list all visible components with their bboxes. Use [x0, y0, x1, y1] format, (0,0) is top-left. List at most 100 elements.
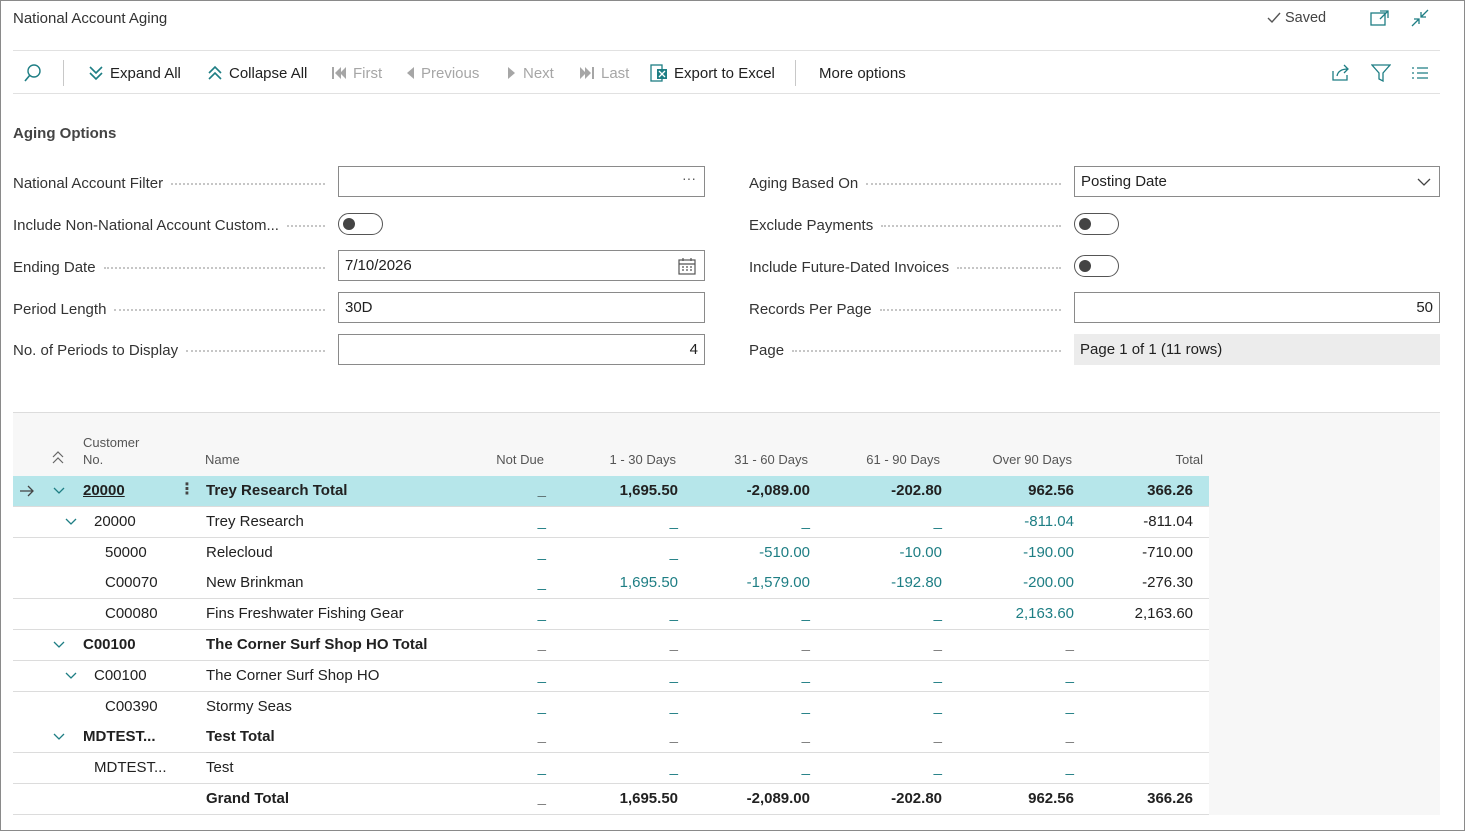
d1-cell[interactable]: _ [669, 697, 678, 715]
header-not-due[interactable]: Not Due [496, 452, 544, 467]
table-row[interactable]: Grand Total _ 1,695.50 -2,089.00 -202.80 962.… [13, 784, 1209, 815]
include-future-toggle[interactable] [1074, 255, 1119, 277]
d2-cell[interactable]: _ [801, 697, 810, 715]
name-cell: New Brinkman [206, 574, 304, 592]
d3-cell[interactable]: _ [933, 759, 942, 777]
customer-no-cell[interactable]: C00080 [105, 605, 158, 623]
d1-cell[interactable]: _ [669, 543, 678, 561]
collapse-all-rows-icon[interactable] [51, 451, 65, 465]
customer-no-cell[interactable]: MDTEST... [83, 728, 156, 746]
d4-cell[interactable]: 2,163.60 [1015, 605, 1074, 623]
d3-cell[interactable]: -192.80 [891, 574, 942, 592]
include-non-national-toggle[interactable] [338, 213, 383, 235]
d3-cell[interactable]: _ [933, 605, 942, 623]
list-view-button[interactable] [1411, 51, 1429, 95]
d4-cell[interactable]: -200.00 [1023, 574, 1074, 592]
d4-cell[interactable]: -190.00 [1023, 543, 1074, 561]
customer-no-cell[interactable]: C00100 [83, 636, 136, 653]
table-row[interactable]: 20000 Trey Research _ _ _ _ -811.04 -811.04 [13, 506, 1209, 538]
not_due-cell[interactable]: _ [537, 759, 546, 777]
not_due-cell[interactable]: _ [537, 605, 546, 623]
table-row[interactable]: C00100 The Corner Surf Shop HO Total _ _ _ _ _ [13, 630, 1209, 661]
not_due-cell[interactable]: _ [537, 512, 546, 530]
header-1-30-days[interactable]: 1 - 30 Days [609, 452, 676, 467]
expand-chevron-icon[interactable] [53, 639, 65, 651]
more-options-button[interactable]: More options [819, 51, 906, 95]
d2-cell[interactable]: _ [801, 666, 810, 684]
d1-cell: _ [669, 636, 678, 653]
d1-cell[interactable]: _ [669, 605, 678, 623]
table-row[interactable]: 50000 Relecloud _ _ -510.00 -10.00 -190.00 -710… [13, 537, 1209, 569]
customer-no-cell[interactable]: 50000 [105, 543, 147, 561]
previous-button[interactable]: Previous [405, 51, 479, 95]
d2-cell[interactable]: _ [801, 605, 810, 623]
d2-cell[interactable]: _ [801, 759, 810, 777]
d4-cell[interactable]: _ [1065, 697, 1074, 715]
table-row[interactable]: C00390 Stormy Seas _ _ _ _ _ [13, 691, 1209, 723]
aging-based-on-select[interactable]: Posting Date [1074, 166, 1440, 197]
d3-cell[interactable]: _ [933, 697, 942, 715]
d4-cell[interactable]: -811.04 [1024, 512, 1074, 530]
calendar-icon[interactable] [678, 257, 696, 275]
period-length-input[interactable]: 30D [338, 292, 705, 323]
table-row[interactable]: C00070 New Brinkman _ 1,695.50 -1,579.00 -192… [13, 568, 1209, 600]
share-button[interactable] [1331, 51, 1351, 95]
expand-chevron-icon[interactable] [65, 670, 77, 682]
not_due-cell[interactable]: _ [537, 666, 546, 684]
d1-cell[interactable]: 1,695.50 [619, 574, 678, 592]
collapse-window-icon[interactable] [1409, 7, 1431, 29]
header-name[interactable]: Name [205, 452, 240, 467]
expand-chevron-icon[interactable] [53, 485, 65, 497]
national-account-filter-input[interactable]: ··· [338, 166, 705, 197]
exclude-payments-toggle[interactable] [1074, 213, 1119, 235]
header-total[interactable]: Total [1175, 452, 1203, 467]
customer-no-cell[interactable]: 20000 [83, 482, 125, 499]
collapse-all-button[interactable]: Collapse All [207, 51, 307, 95]
export-to-excel-button[interactable]: Export to Excel [650, 51, 775, 95]
expand-all-button[interactable]: Expand All [88, 51, 181, 95]
expand-chevron-icon[interactable] [53, 731, 65, 743]
not_due-cell[interactable]: _ [537, 574, 546, 592]
customer-no-cell[interactable]: C00070 [105, 574, 158, 592]
first-button[interactable]: First [331, 51, 382, 95]
d2-cell[interactable]: -510.00 [759, 543, 810, 561]
d2-cell[interactable]: -1,579.00 [746, 574, 810, 592]
open-new-window-icon[interactable] [1369, 7, 1391, 29]
d3-cell[interactable]: _ [933, 666, 942, 684]
customer-no-cell[interactable]: MDTEST... [94, 759, 167, 777]
not_due-cell[interactable]: _ [537, 543, 546, 561]
next-button[interactable]: Next [507, 51, 554, 95]
ellipsis-icon[interactable]: ··· [682, 170, 696, 186]
header-over-90-days[interactable]: Over 90 Days [992, 452, 1072, 467]
filter-button[interactable] [1371, 51, 1391, 95]
saved-label: Saved [1285, 10, 1327, 26]
d1-cell[interactable]: _ [669, 759, 678, 777]
search-button[interactable] [23, 51, 43, 95]
table-row[interactable]: ⋮ 20000 Trey Research Total _ 1,695.50 -2,089… [13, 476, 1209, 507]
customer-no-cell[interactable]: C00390 [105, 697, 158, 715]
d1-cell[interactable]: _ [669, 666, 678, 684]
d2-cell[interactable]: _ [801, 512, 810, 530]
expand-chevron-icon[interactable] [65, 516, 77, 528]
table-row[interactable]: MDTEST... Test Total _ _ _ _ _ [13, 722, 1209, 754]
header-customer-no[interactable]: Customer No. [83, 435, 140, 467]
d4-cell[interactable]: _ [1065, 759, 1074, 777]
d1-cell[interactable]: _ [669, 512, 678, 530]
records-per-page-input[interactable]: 50 [1074, 292, 1440, 323]
periods-to-display-input[interactable]: 4 [338, 334, 705, 365]
customer-no-cell[interactable]: C00100 [94, 666, 147, 684]
table-row[interactable]: C00080 Fins Freshwater Fishing Gear _ _ _ _ 2,… [13, 599, 1209, 631]
ending-date-input[interactable]: 7/10/2026 [338, 250, 705, 281]
last-button[interactable]: Last [579, 51, 629, 95]
header-31-60-days[interactable]: 31 - 60 Days [734, 452, 808, 467]
not_due-cell[interactable]: _ [537, 697, 546, 715]
table-row[interactable]: C00100 The Corner Surf Shop HO _ _ _ _ _ [13, 660, 1209, 692]
d4-cell[interactable]: _ [1065, 666, 1074, 684]
d3-cell[interactable]: _ [933, 512, 942, 530]
table-row[interactable]: MDTEST... Test _ _ _ _ _ [13, 753, 1209, 785]
d3-cell[interactable]: -10.00 [899, 543, 942, 561]
header-61-90-days[interactable]: 61 - 90 Days [866, 452, 940, 467]
customer-no-cell[interactable]: 20000 [94, 512, 136, 530]
row-menu-icon[interactable]: ⋮ [179, 481, 195, 498]
grid-header: Customer No. Name Not Due 1 - 30 Days 31 … [13, 413, 1209, 476]
